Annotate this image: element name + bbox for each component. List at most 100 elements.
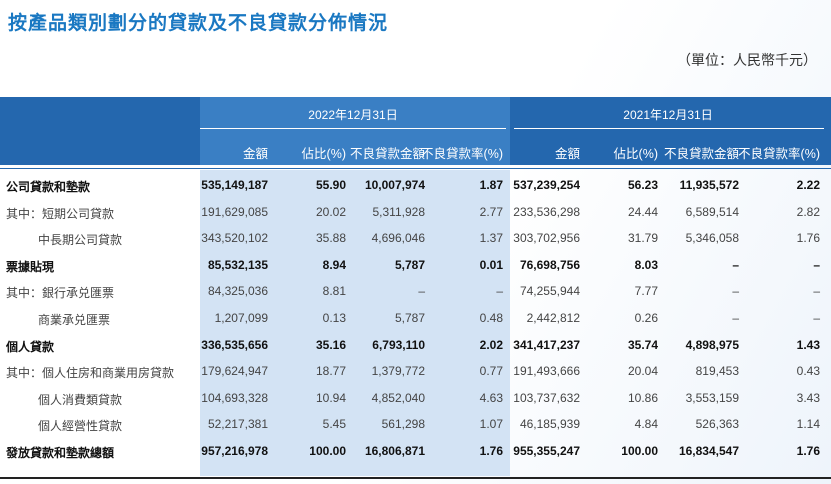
cell: 179,624,947	[201, 364, 268, 379]
cell: 100.00	[309, 444, 346, 458]
cell: 0.13	[322, 311, 346, 325]
cell: 233,536,298	[513, 204, 580, 219]
cell: 8.94	[322, 257, 346, 272]
cell: 3.43	[796, 390, 820, 405]
column-header: 不良貸款率(%)	[738, 147, 820, 161]
header-rule	[0, 168, 831, 169]
cell: 4,898,975	[685, 337, 739, 352]
cell: 10.86	[627, 390, 658, 405]
cell: –	[496, 284, 503, 299]
cell: 31.79	[627, 231, 658, 246]
group-header: 2022年12月31日	[308, 108, 398, 122]
cell: 5,346,058	[685, 231, 739, 246]
cell: 52,217,381	[207, 417, 268, 432]
cell: 4,696,046	[371, 231, 425, 246]
group-header: 2021年12月31日	[623, 108, 713, 122]
title: 按產品類別劃分的貸款及不良貸款分佈情況	[8, 13, 389, 34]
cell: 18.77	[315, 364, 346, 379]
row-label: 其中：個人住房和商業用房貸款	[6, 366, 175, 381]
row-label: 發放貸款和墊款總額	[6, 446, 115, 460]
cell: 303,702,956	[513, 231, 580, 246]
row-label: 票據貼現	[6, 259, 55, 274]
row-label: 中長期公司貸款	[38, 233, 123, 248]
group-rule	[514, 128, 824, 129]
cell: 1.07	[479, 417, 503, 432]
row-label: 公司貸款和墊款	[6, 180, 91, 194]
cell: –	[732, 311, 739, 325]
cell: 7.77	[634, 284, 658, 299]
cell: 0.43	[796, 364, 820, 379]
cell: 5,311,928	[372, 204, 426, 219]
cell: 16,834,547	[678, 444, 739, 458]
cell: 191,629,085	[201, 204, 268, 219]
cell: –	[418, 284, 425, 299]
cell: 955,355,247	[513, 444, 580, 458]
cell: 56.23	[627, 178, 658, 192]
column-header: 不良貸款金額	[663, 147, 739, 161]
column-header: 佔比(%)	[613, 147, 658, 161]
cell: 561,298	[381, 417, 425, 432]
cell: 4.63	[479, 390, 503, 405]
cell: 0.26	[634, 311, 658, 325]
column-header: 不良貸款率(%)	[421, 147, 503, 161]
cell: 35.88	[315, 231, 346, 246]
cell: 8.81	[322, 284, 346, 299]
group-rule	[200, 128, 506, 129]
cell: 819,453	[695, 364, 739, 379]
cell: 1.43	[796, 337, 820, 352]
cell: 5,787	[394, 257, 425, 272]
cell: 0.48	[479, 311, 503, 325]
cell: 0.77	[479, 364, 503, 379]
cell: 11,935,572	[679, 178, 739, 192]
row-label: 其中：短期公司貸款	[6, 206, 115, 221]
cell: 2.22	[796, 178, 820, 192]
cell: –	[813, 257, 820, 272]
cell: 2.77	[479, 204, 503, 219]
cell: 3,553,159	[685, 390, 739, 405]
unit-note: （單位：人民幣千元）	[677, 52, 817, 68]
cell: 5,787	[394, 311, 425, 325]
cell: 35.16	[315, 337, 346, 352]
cell: 2.02	[479, 337, 503, 352]
cell: 535,149,187	[201, 178, 268, 192]
cell: 2.82	[796, 204, 820, 219]
cell: 191,493,666	[513, 364, 580, 379]
header-band-2022	[200, 97, 510, 165]
cell: 46,185,939	[519, 417, 580, 432]
cell: 957,216,978	[201, 444, 268, 458]
row-label: 個人經營性貸款	[38, 419, 123, 434]
bottom-rule	[0, 477, 831, 479]
cell: 24.44	[627, 204, 658, 219]
cell: 20.04	[627, 364, 658, 379]
cell: 4,852,040	[371, 390, 425, 405]
cell: 55.90	[315, 178, 346, 192]
column-header: 金額	[554, 147, 580, 161]
cell: 74,255,944	[519, 284, 580, 299]
cell: 5.45	[322, 417, 346, 432]
cell: 35.74	[627, 337, 658, 352]
cell: 8.03	[634, 257, 658, 272]
cell: 76,698,756	[519, 257, 580, 272]
cell: 6,793,110	[372, 337, 425, 352]
cell: 4.84	[634, 417, 658, 432]
row-label: 個人貸款	[6, 339, 55, 354]
cell: 1.37	[479, 231, 503, 246]
column-header: 不良貸款金額	[349, 147, 425, 161]
column-header: 佔比(%)	[301, 147, 346, 161]
cell: –	[813, 311, 820, 325]
cell: 100.00	[621, 444, 658, 458]
cell: 526,363	[695, 417, 739, 432]
cell: 1.87	[479, 178, 503, 192]
cell: 104,693,328	[201, 390, 268, 405]
cell: –	[813, 284, 820, 299]
cell: 1,207,099	[214, 311, 268, 325]
cell: 2,442,812	[526, 311, 580, 325]
cell: 20.02	[315, 204, 346, 219]
cell: 85,532,135	[207, 257, 268, 272]
cell: 16,806,871	[364, 444, 425, 458]
cell: 0.01	[479, 257, 503, 272]
cell: 1.76	[796, 444, 820, 458]
row-label: 商業承兑匯票	[38, 313, 111, 327]
cell: 1.76	[796, 231, 820, 246]
